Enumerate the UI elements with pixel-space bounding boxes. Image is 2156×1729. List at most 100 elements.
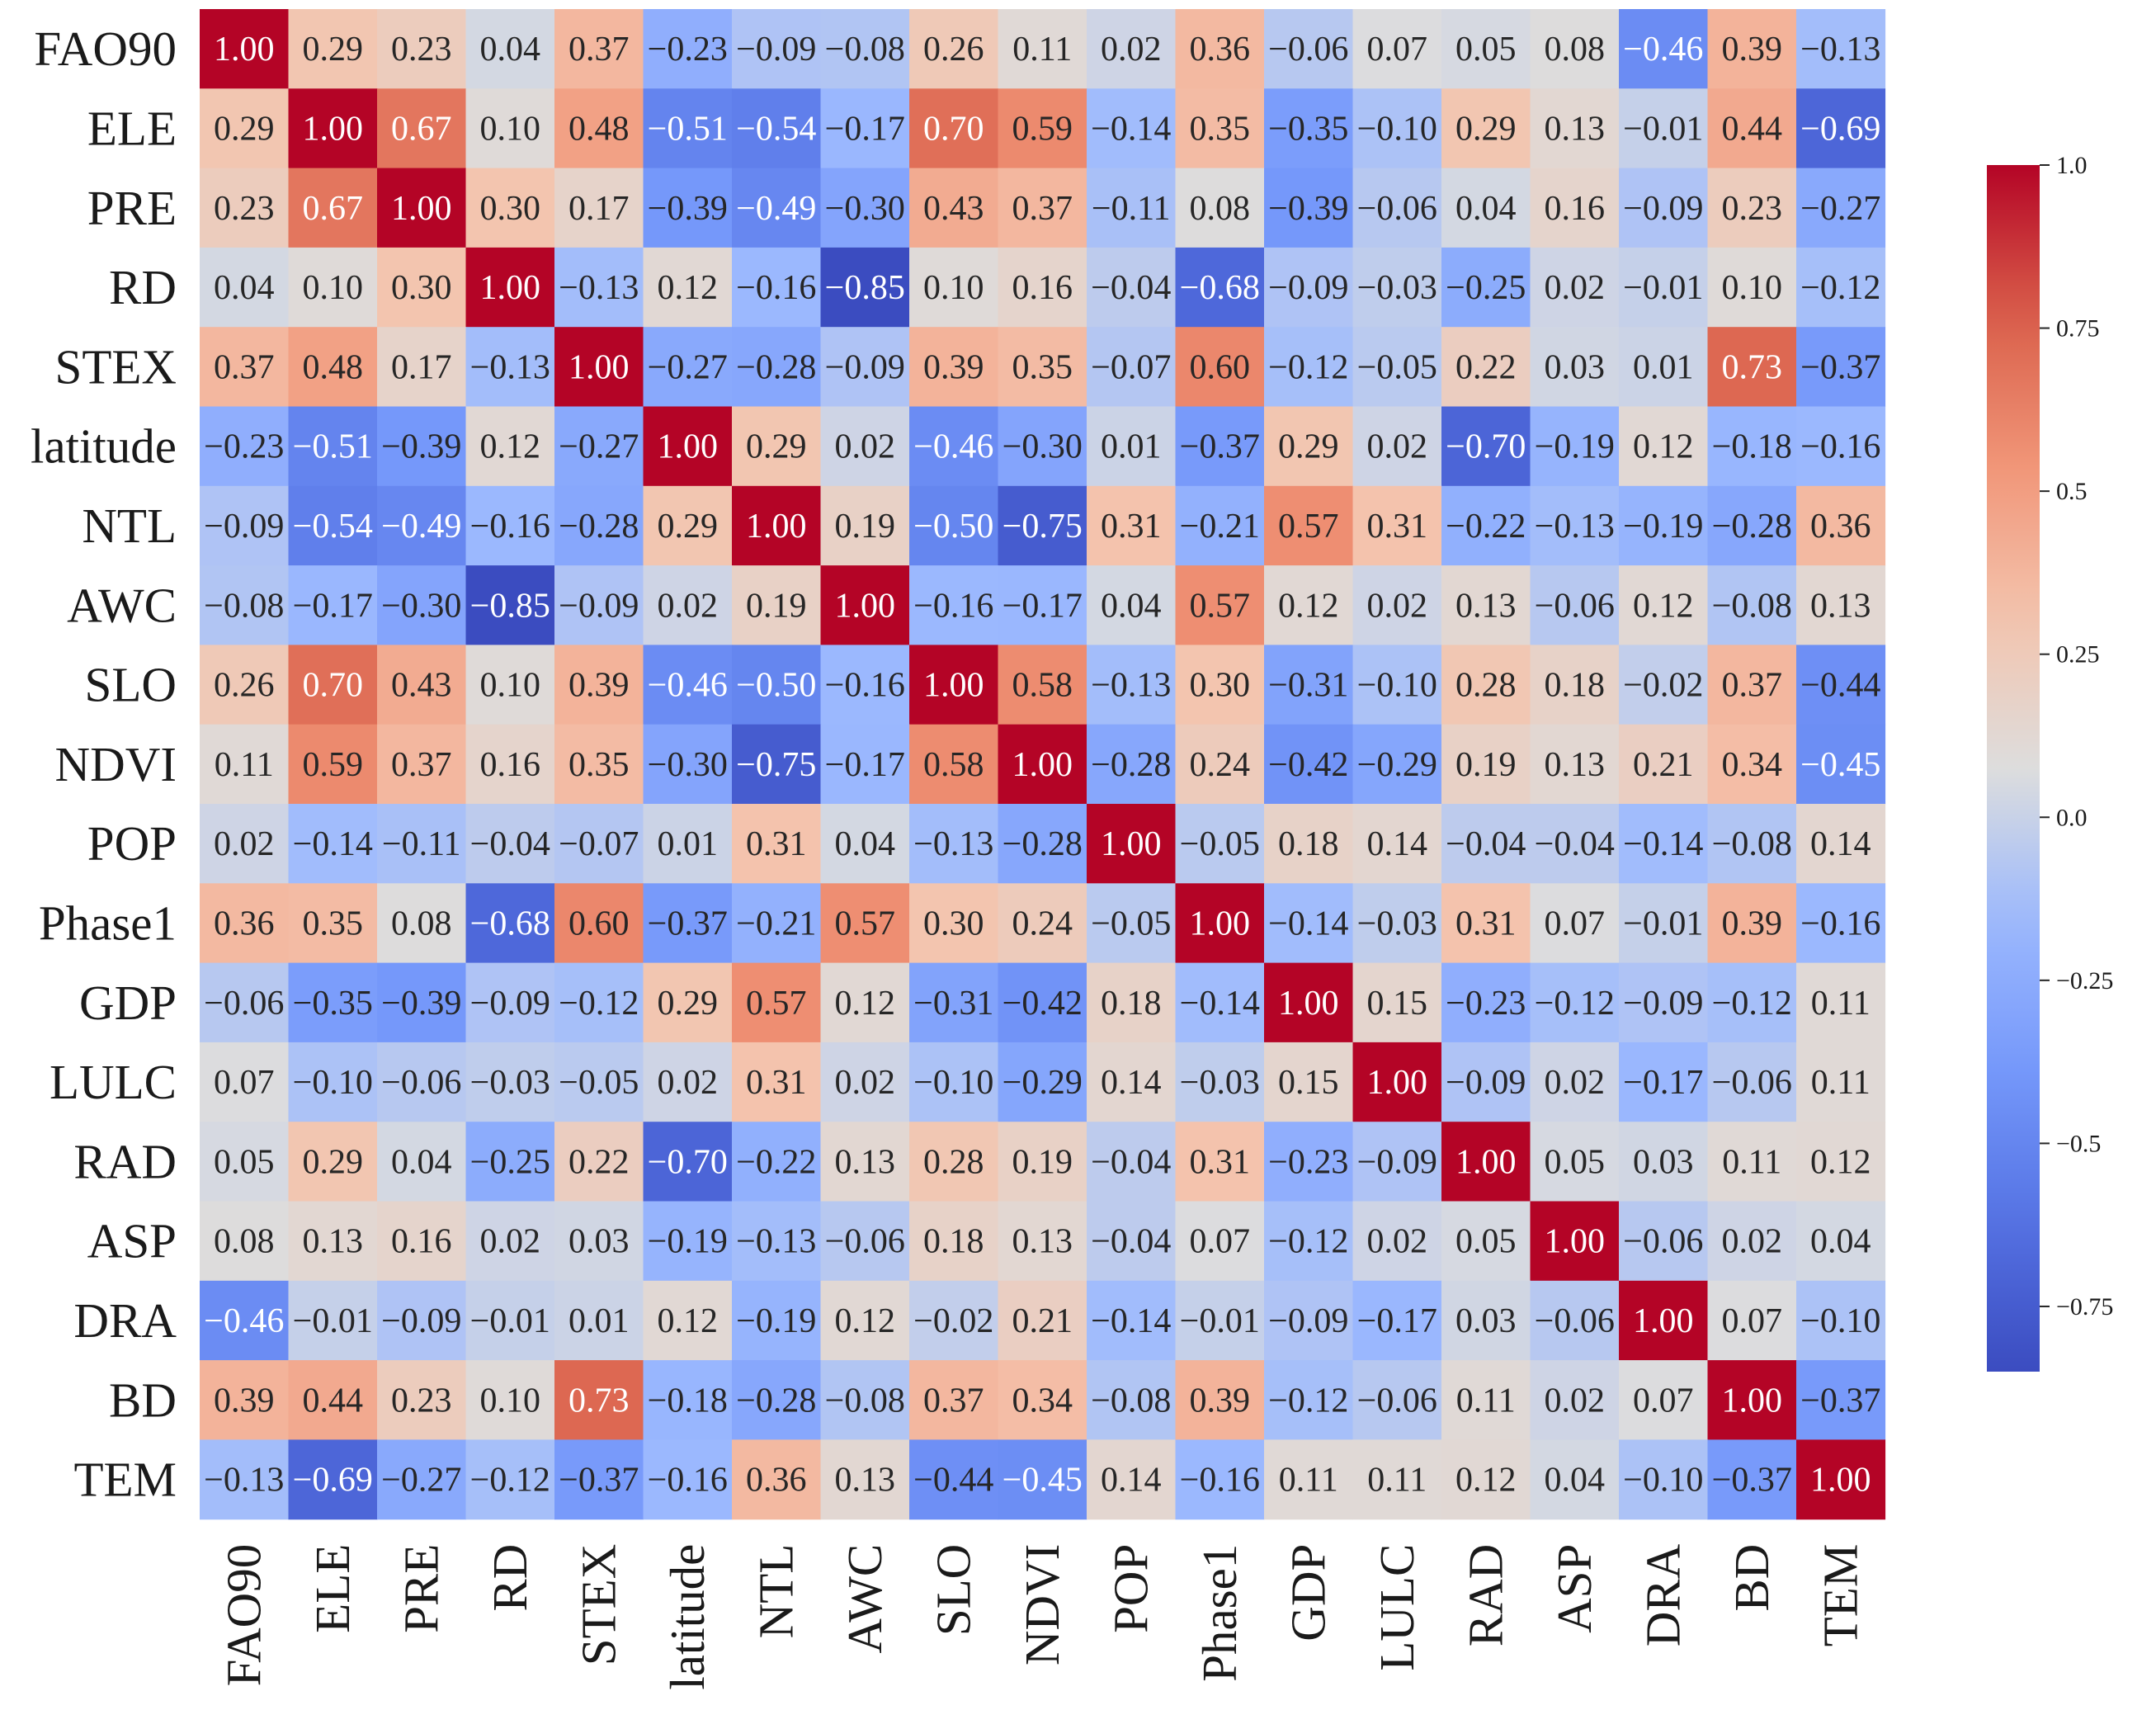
heatmap-cell-ELE-BD [1707,88,1797,169]
cell-value-AWC-DRA: 0.12 [1633,587,1694,625]
heatmap-cell-BD-SLO [909,1360,999,1440]
heatmap-cell-RD-POP [1087,247,1177,328]
cell-value-NDVI-RD: 0.16 [480,746,541,784]
cell-value-BD-NTL: −0.28 [736,1382,816,1420]
cell-value-BD-ELE: 0.44 [303,1382,364,1420]
heatmap-cell-DRA-RAD [1441,1280,1531,1361]
heatmap-cell-DRA-NTL [732,1280,822,1361]
cell-value-RAD-AWC: 0.13 [835,1143,896,1181]
cell-value-NTL-Phase1: −0.21 [1180,508,1260,546]
cell-value-Phase1-AWC: 0.57 [835,905,896,942]
heatmap-cell-RD-RD [465,247,555,328]
cell-value-NTL-TEM: 0.36 [1810,508,1871,546]
heatmap-cell-POP-Phase1 [1175,804,1265,884]
cell-value-LULC-TEM: 0.11 [1811,1064,1871,1102]
cell-value-LULC-AWC: 0.02 [835,1064,896,1102]
cell-value-ASP-LULC: 0.02 [1367,1223,1428,1261]
heatmap-cell-Phase1-FAO90 [200,883,290,964]
heatmap-cell-FAO90-ELE [288,9,378,89]
cell-value-RD-NDVI: 0.16 [1012,269,1073,307]
heatmap-cell-STEX-BD [1707,327,1797,408]
colorbar-tick-label: −0.25 [2056,967,2113,994]
heatmap-cell-GDP-Phase1 [1175,962,1265,1043]
cell-value-POP-LULC: 0.14 [1367,825,1428,863]
cell-value-PRE-STEX: 0.17 [568,190,630,228]
cell-value-ELE-PRE: 0.67 [391,110,452,148]
heatmap-cell-POP-FAO90 [200,804,290,884]
heatmap-cell-AWC-latitude [643,565,733,645]
cell-value-DRA-STEX: 0.01 [568,1302,630,1340]
heatmap-cell-NTL-SLO [909,485,999,566]
heatmap-cell-Phase1-TEM [1796,883,1886,964]
cell-value-TEM-ELE: −0.69 [293,1462,373,1500]
cell-value-ASP-POP: −0.04 [1091,1223,1171,1261]
cell-value-FAO90-Phase1: 0.36 [1190,31,1251,68]
heatmap-cell-PRE-NTL [732,168,822,248]
cell-value-ASP-DRA: −0.06 [1623,1223,1703,1261]
row-label-ASP: ASP [87,1214,177,1268]
heatmap-cell-SLO-latitude [643,645,733,725]
cell-value-TEM-ASP: 0.04 [1545,1462,1606,1500]
heatmap-cell-PRE-ELE [288,168,378,248]
heatmap-cell-PRE-TEM [1796,168,1886,248]
col-label-LULC: LULC [1370,1544,1424,1671]
cell-value-NTL-ELE: −0.54 [293,508,373,546]
heatmap-cell-PRE-Phase1 [1175,168,1265,248]
row-label-PRE: PRE [87,181,177,235]
col-label-GDP: GDP [1281,1544,1336,1642]
cell-value-BD-SLO: 0.37 [923,1382,984,1420]
cell-value-POP-FAO90: 0.02 [214,825,275,863]
heatmap-cell-latitude-DRA [1619,406,1709,487]
heatmap-cell-ELE-latitude [643,88,733,169]
heatmap-cell-GDP-NDVI [998,962,1087,1043]
row-label-SLO: SLO [85,658,177,712]
heatmap-cell-ASP-PRE [377,1201,467,1282]
heatmap-cell-NDVI-Phase1 [1175,724,1265,805]
cell-value-latitude-latitude: 1.00 [658,428,719,466]
heatmap-cell-AWC-LULC [1352,565,1442,645]
cell-value-NDVI-ELE: 0.59 [303,746,364,784]
heatmap-cell-TEM-TEM [1796,1439,1886,1520]
cell-value-POP-TEM: 0.14 [1810,825,1871,863]
cell-value-DRA-LULC: −0.17 [1357,1302,1437,1340]
cell-value-GDP-POP: 0.18 [1101,985,1162,1023]
cell-value-NTL-AWC: 0.19 [835,508,896,546]
heatmap-cell-PRE-SLO [909,168,999,248]
cell-value-BD-PRE: 0.23 [391,1382,452,1420]
heatmap-cell-POP-latitude [643,804,733,884]
heatmap-cell-NDVI-TEM [1796,724,1886,805]
cell-value-latitude-NDVI: −0.30 [1003,428,1083,466]
heatmap-cell-TEM-GDP [1264,1439,1354,1520]
heatmap-cell-STEX-ASP [1530,327,1620,408]
cell-value-DRA-NDVI: 0.21 [1012,1302,1073,1340]
heatmap-cell-RD-latitude [643,247,733,328]
cell-value-ASP-ELE: 0.13 [303,1223,364,1261]
heatmap-cell-RD-Phase1 [1175,247,1265,328]
cell-value-PRE-ASP: 0.16 [1545,190,1606,228]
heatmap-cell-POP-PRE [377,804,467,884]
heatmap-cell-GDP-AWC [820,962,910,1043]
heatmap-cell-TEM-DRA [1619,1439,1709,1520]
cell-value-PRE-NDVI: 0.37 [1012,190,1073,228]
cell-value-NDVI-SLO: 0.58 [923,746,984,784]
heatmap-cell-RAD-AWC [820,1122,910,1202]
heatmap-cell-ASP-ASP [1530,1201,1620,1282]
cell-value-TEM-RD: −0.12 [470,1462,550,1500]
heatmap-cell-LULC-RAD [1441,1042,1531,1122]
cell-value-NTL-DRA: −0.19 [1623,508,1703,546]
cell-value-AWC-AWC: 1.00 [835,587,896,625]
heatmap-cell-AWC-NDVI [998,565,1087,645]
heatmap-cell-NDVI-STEX [554,724,644,805]
colorbar-rect [1987,165,2040,1372]
heatmap-cell-latitude-FAO90 [200,406,290,487]
heatmap-cell-SLO-RAD [1441,645,1531,725]
heatmap-cell-NTL-AWC [820,485,910,566]
cell-value-STEX-RAD: 0.22 [1455,348,1517,386]
cell-value-NDVI-Phase1: 0.24 [1190,746,1251,784]
heatmap-cell-Phase1-ELE [288,883,378,964]
cell-value-LULC-GDP: 0.15 [1278,1064,1339,1102]
cell-value-ASP-NTL: −0.13 [736,1223,816,1261]
heatmap-cell-ASP-BD [1707,1201,1797,1282]
heatmap-cell-DRA-Phase1 [1175,1280,1265,1361]
cell-value-PRE-BD: 0.23 [1722,190,1783,228]
